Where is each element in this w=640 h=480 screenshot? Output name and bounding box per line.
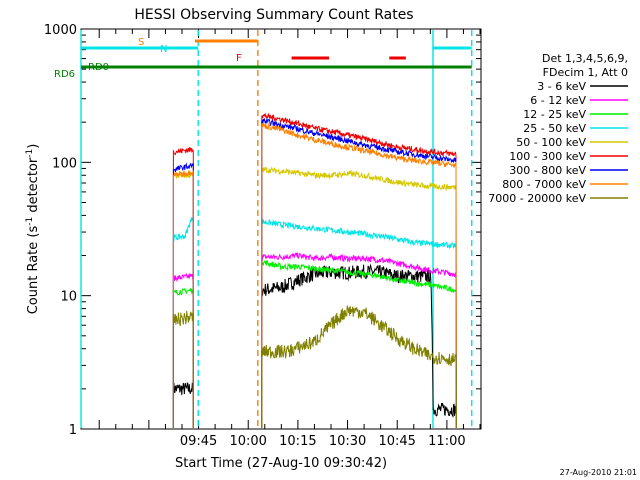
y-axis-label-sup2: -1	[25, 149, 35, 158]
series-line	[261, 260, 457, 429]
x-axis: 09:45 10:00 10:15 10:30 10:45 11:00	[98, 29, 481, 449]
series-line	[172, 147, 194, 428]
legend-label: 6 - 12 keV	[530, 94, 586, 107]
x-tick-label: 10:00	[229, 434, 266, 449]
series-line	[172, 170, 194, 428]
series-line	[261, 117, 457, 429]
legend-header: FDecim 1, Att 0	[543, 66, 628, 79]
y-axis-label-sup1: -1	[25, 217, 35, 226]
y-axis-label-main: Count Rate (s	[26, 226, 41, 315]
footer-stamp: 27-Aug-2010 21:01	[560, 468, 637, 477]
flag-label: RD0	[88, 62, 109, 73]
series-group	[172, 112, 457, 429]
legend-label: 7000 - 20000 keV	[488, 192, 586, 205]
plot-frame	[80, 28, 482, 430]
y-tick-label: 1000	[44, 23, 77, 38]
legend-label: 100 - 300 keV	[509, 150, 586, 163]
series-line	[172, 382, 194, 428]
x-tick-label: 10:15	[279, 434, 316, 449]
legend-label: 50 - 100 keV	[516, 136, 586, 149]
y-axis: 1 10 100 1000	[44, 23, 481, 438]
legend-label: 800 - 7000 keV	[502, 178, 586, 191]
series-line	[172, 287, 194, 428]
y-axis-label: Count Rate (s-1 detector-1)	[25, 144, 41, 315]
chart-title: HESSI Observing Summary Count Rates	[134, 7, 413, 23]
legend-label: 25 - 50 keV	[523, 122, 586, 135]
flag-label: F	[236, 53, 242, 64]
x-tick-label: 10:45	[378, 434, 415, 449]
y-axis-label-mid: detector	[26, 157, 41, 217]
flag-label: N	[160, 44, 167, 55]
x-tick-label: 10:30	[329, 434, 366, 449]
x-axis-label: Start Time (27-Aug-10 09:30:42)	[175, 456, 387, 471]
legend-label: 3 - 6 keV	[537, 80, 586, 93]
legend-label: 300 - 800 keV	[509, 164, 586, 177]
series-line	[261, 252, 457, 429]
series-line	[172, 310, 194, 428]
series-line	[172, 171, 194, 428]
series-line	[261, 122, 457, 429]
flag-label: S	[138, 37, 144, 48]
series-line	[261, 166, 457, 429]
flag-bars: S N RD0 RD6 F	[54, 37, 472, 80]
x-tick-label: 09:45	[180, 434, 217, 449]
series-line	[261, 305, 457, 429]
y-tick-label: 100	[52, 156, 77, 171]
series-line	[172, 162, 194, 428]
y-tick-label: 1	[69, 423, 77, 438]
series-line	[261, 217, 457, 429]
legend: Det 1,3,4,5,6,9,FDecim 1, Att 03 - 6 keV…	[488, 52, 628, 205]
series-line	[261, 112, 457, 429]
legend-header: Det 1,3,4,5,6,9,	[542, 52, 628, 65]
series-line	[172, 272, 194, 428]
y-axis-label-end: )	[26, 144, 41, 149]
vertical-markers	[80, 30, 473, 428]
legend-label: 12 - 25 keV	[523, 108, 586, 121]
y-tick-label: 10	[60, 290, 77, 305]
x-tick-label: 11:00	[428, 434, 465, 449]
series-line	[172, 216, 194, 428]
flag-label: RD6	[54, 69, 75, 80]
